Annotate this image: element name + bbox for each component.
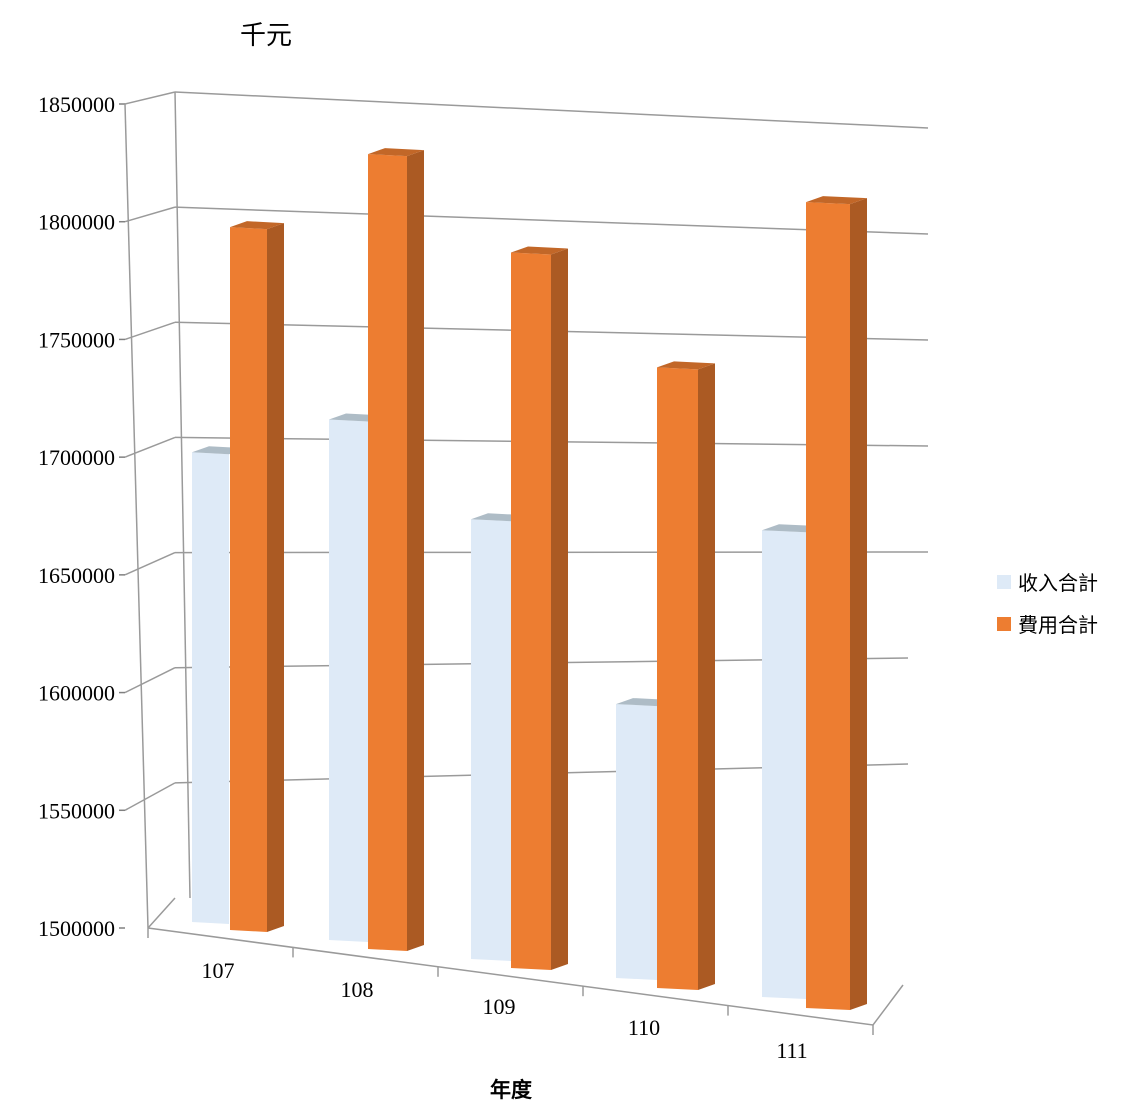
side-gridline: [124, 782, 176, 811]
y-tick-label: 1850000: [38, 92, 115, 117]
y-tick-label: 1700000: [38, 445, 115, 470]
side-gridline: [124, 91, 176, 105]
bar-expense-108: [368, 148, 424, 951]
legend-label-revenue: 收入合計: [1018, 571, 1098, 595]
legend: 收入合計 費用合計: [997, 571, 1098, 637]
y-tick-label: 1750000: [38, 327, 115, 352]
bar-expense-107: [230, 221, 284, 933]
legend-label-expense: 費用合計: [1018, 613, 1098, 637]
y-tick-label: 1550000: [38, 798, 115, 823]
side-gridline: [124, 551, 176, 576]
x-tick-label: 109: [483, 994, 516, 1019]
y-tick-label: 1800000: [38, 210, 115, 235]
y-tick-label: 1500000: [38, 916, 115, 941]
x-axis-title: 年度: [490, 1078, 532, 1102]
bar-expense-110: [657, 361, 715, 990]
legend-swatch-expense: [997, 617, 1011, 631]
y-tick-labels: 1500000 1550000 1600000 1650000 1700000 17500…: [38, 92, 115, 941]
side-gridline: [124, 667, 176, 694]
y-axis-front: [124, 103, 149, 929]
y-axis-back: [174, 91, 191, 899]
bar-expense-111: [806, 196, 867, 1010]
x-tick-label: 110: [628, 1015, 660, 1040]
back-gridline: [174, 206, 929, 235]
axes: [119, 91, 904, 1035]
y-tick-label: 1650000: [38, 563, 115, 588]
unit-label: 千元: [240, 21, 292, 51]
x-tick-labels: 107 108 109 110 111: [202, 958, 808, 1063]
side-gridline: [124, 436, 176, 458]
side-gridline: [124, 206, 176, 223]
side-gridline: [124, 321, 176, 341]
legend-swatch-revenue: [997, 575, 1011, 589]
bars: [192, 148, 867, 1010]
side-gridline: [147, 897, 176, 929]
y-tick-label: 1600000: [38, 681, 115, 706]
x-tick-label: 111: [776, 1038, 807, 1063]
x-tick-label: 107: [202, 958, 235, 983]
bar-expense-109: [511, 246, 568, 971]
back-gridline: [174, 91, 929, 129]
x-tick-label: 108: [341, 977, 374, 1002]
